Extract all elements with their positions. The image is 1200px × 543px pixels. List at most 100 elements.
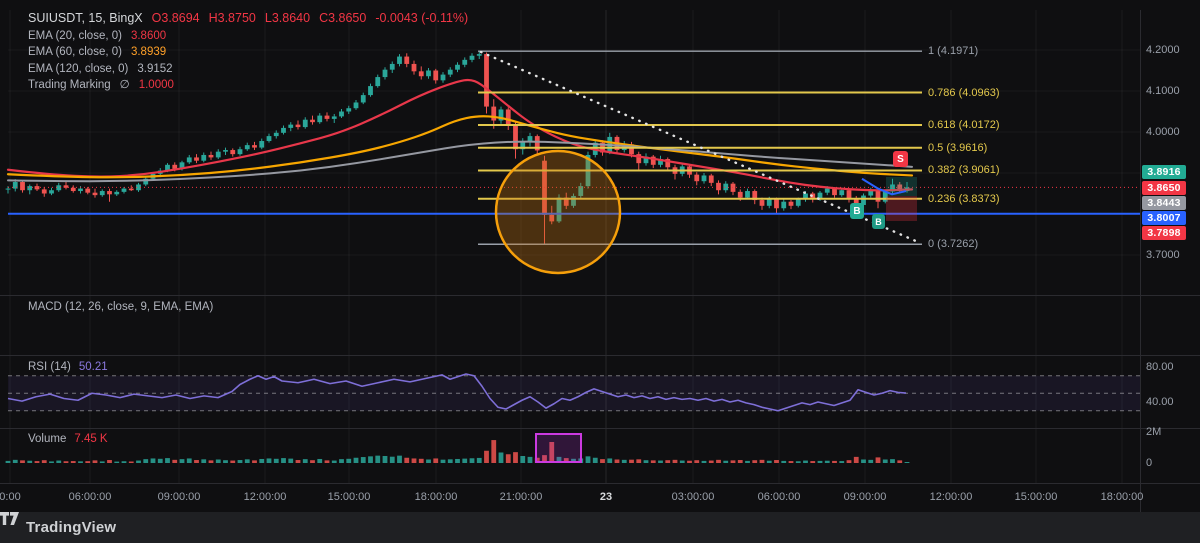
candle-body [462,59,468,65]
volume-bar [788,461,794,463]
candle-body [759,200,765,206]
volume-bar [179,459,185,463]
candle-body [882,191,888,202]
volume-bar [310,460,315,463]
ohlc-high: H3.8750 [208,11,256,25]
candle-body [868,190,874,196]
symbol-title[interactable]: SUIUSDT, 15, BingX [28,11,143,25]
volume-bar [56,460,62,463]
volume-bar [658,460,663,463]
rsi-band [8,375,1140,411]
candle-body [215,151,221,158]
volume-bar [694,460,700,463]
empty-set-icon: ∅ [119,79,130,91]
volume-bar [346,458,352,463]
candle-body [339,111,344,117]
volume-bar [774,460,779,463]
symbol-ohlc-row[interactable]: SUIUSDT, 15, BingX O3.8694 H3.8750 L3.86… [28,10,468,27]
candle-body [803,193,808,200]
volume-bar [389,456,395,463]
ema60-line [6,115,914,179]
candle-body [252,145,257,148]
trading-marking-label: Trading Marking [28,79,111,91]
candle-body [781,201,787,209]
volume-bar [244,459,250,463]
indicator-row-ema20[interactable]: EMA (20, close, 0) 3.8600 [28,28,468,45]
volume-pane-label[interactable]: Volume 7.45 K [28,433,108,445]
volume-bar [621,459,627,463]
volume-bar [107,460,112,463]
candle-body [418,71,424,77]
candle-body [498,109,504,121]
candle-body [360,95,366,103]
macd-label: MACD (12, 26, close, 9, EMA, EMA) [28,301,214,313]
candle-body [549,214,555,222]
volume-bar [92,460,98,463]
ema120-label: EMA (120, close, 0) [28,62,129,75]
volume-bar [78,461,83,463]
candle-body [78,188,83,192]
position-zone [886,196,917,221]
candle-body [484,54,489,107]
volume-bar [810,461,816,463]
indicator-row-ema60[interactable]: EMA (60, close, 0) 3.8939 [28,44,468,61]
candle-body [636,154,642,164]
candle-body [440,74,446,81]
volume-bar [730,460,736,463]
candle-body [505,109,511,126]
candle-body [534,136,540,151]
macd-pane-label[interactable]: MACD (12, 26, close, 9, EMA, EMA) [28,301,213,313]
volume-bar [505,454,511,463]
candle-body [208,154,214,158]
candle-body [317,115,323,123]
volume-bar [853,456,859,463]
candle-body [665,159,671,168]
candle-body [846,190,852,199]
volume-bar [484,450,489,463]
candle-body [186,157,192,163]
volume-bar [759,459,765,463]
volume-bar [339,459,344,463]
volume-bar [353,457,359,463]
volume-bar [665,460,671,463]
rsi-pane-label[interactable]: RSI (14) 50.21 [28,361,108,373]
candle-body [27,186,33,191]
candle-body [128,188,134,191]
tradingview-logo-icon [0,512,19,525]
volume-bar [404,457,410,463]
volume-bar [411,458,417,463]
volume-bar [252,460,257,463]
candle-body [745,191,750,198]
volume-bar [491,440,497,463]
tradingview-watermark-link[interactable]: TradingView [26,519,117,536]
indicator-row-ema120[interactable]: EMA (120, close, 0) 3.9152 [28,61,468,78]
chart-legend[interactable]: SUIUSDT, 15, BingX O3.8694 H3.8750 L3.86… [28,10,468,94]
indicator-row-trading-marking[interactable]: Trading Marking ∅ 1.0000 [28,77,468,94]
candle-body [832,188,837,196]
volume-bar [607,458,613,463]
volume-bar [41,460,47,463]
candle-body [853,198,859,205]
volume-bar [215,459,221,463]
volume-bar [121,461,127,463]
volume-value: 7.45 K [74,433,108,445]
volume-bar [687,460,692,463]
candle-body [571,195,576,206]
volume-bar [418,458,424,463]
volume-bar [360,457,366,463]
candle-body [520,141,526,150]
volume-bar [114,461,120,463]
candle-body [643,156,649,164]
volume-bar [237,460,243,463]
rsi-value: 50.21 [78,361,108,373]
candle-body [12,182,18,189]
candle-body [273,132,279,137]
ema20-label: EMA (20, close, 0) [28,29,122,42]
candle-body [455,64,460,70]
volume-bar [165,458,170,463]
candle-body [491,106,497,121]
candle-body [121,188,127,192]
volume-bar [259,458,265,463]
volume-bar [295,460,301,463]
